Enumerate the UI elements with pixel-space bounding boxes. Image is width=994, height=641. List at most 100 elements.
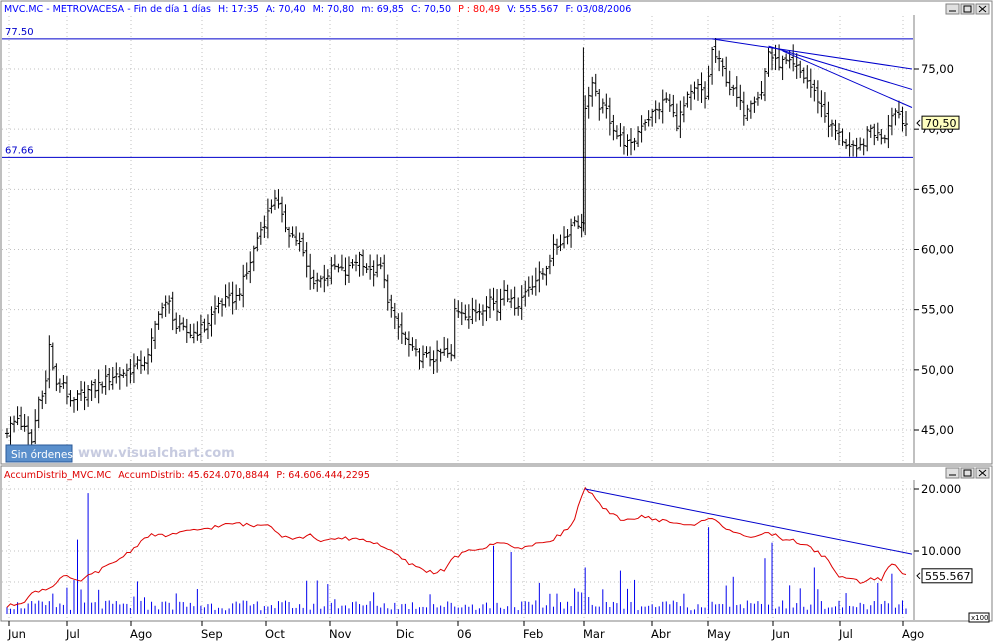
price-bar	[547, 254, 552, 275]
restore-button[interactable]	[960, 3, 975, 15]
indicator-name: AccumDistrib_MVC.MC	[4, 470, 112, 481]
price-bar	[600, 98, 605, 114]
price-bar	[731, 84, 736, 96]
header-h: H: 17:35	[218, 4, 259, 15]
x-tick-label: May	[707, 627, 731, 641]
x100-label: x100	[971, 614, 989, 622]
price-bar	[840, 128, 845, 146]
indicator-minimize-button[interactable]	[945, 467, 960, 479]
indicator-name2: AccumDistrib	[118, 470, 181, 481]
price-bar	[643, 119, 648, 131]
price-trendlines	[712, 38, 913, 108]
price-bar	[770, 47, 775, 71]
price-bar	[237, 288, 242, 301]
price-bar	[371, 260, 376, 287]
price-bar	[470, 297, 475, 325]
price-bar	[163, 295, 168, 317]
price-window-buttons	[945, 3, 990, 15]
price-bar	[604, 93, 609, 119]
price-bar	[248, 251, 253, 284]
header-m-upper: M: 70,80	[313, 4, 355, 15]
header-c: C: 70,50	[411, 4, 451, 15]
price-bar	[509, 289, 514, 309]
price-bar	[523, 280, 528, 307]
x-tick-label: Jul	[838, 627, 853, 641]
price-bar	[713, 37, 718, 63]
price-bar	[361, 249, 366, 276]
sin-ordenes-button[interactable]: Sin órdenes	[5, 444, 73, 463]
price-tick-label: 65,00	[921, 182, 954, 196]
price-bar	[396, 313, 401, 340]
price-bar	[435, 340, 440, 373]
price-bar	[417, 348, 422, 370]
price-tick-label: 60,00	[921, 243, 954, 257]
price-bar	[791, 44, 796, 72]
restore-icon	[963, 5, 972, 13]
price-bar	[833, 119, 838, 141]
price-bar	[819, 90, 824, 118]
x-tick-label: Jun	[7, 627, 26, 641]
x-tick-label: Sep	[201, 627, 223, 641]
price-bar	[904, 111, 908, 137]
price-bar	[43, 370, 48, 404]
x-tick-label: Ago	[130, 627, 152, 641]
indicator-close-button[interactable]	[975, 467, 990, 479]
price-bar	[889, 107, 894, 136]
price-bar	[516, 297, 521, 316]
price-bar	[368, 254, 373, 280]
price-bar	[50, 342, 55, 371]
price-bar	[688, 84, 693, 111]
price-bar	[241, 264, 246, 308]
price-bar	[653, 100, 658, 124]
price-bar	[798, 60, 803, 79]
price-bar	[283, 204, 288, 233]
price-bar	[875, 122, 880, 141]
price-bar	[107, 367, 112, 391]
price-bar	[745, 104, 750, 121]
minimize-button[interactable]	[945, 3, 960, 15]
price-bar	[265, 198, 270, 239]
indicator-window-buttons	[945, 467, 990, 479]
price-bar	[519, 285, 524, 320]
price-bar	[681, 96, 686, 123]
price-bar	[720, 58, 725, 77]
price-bar	[399, 312, 404, 344]
price-bar	[255, 232, 260, 252]
header-period: Fin de día 1 días	[134, 4, 211, 15]
price-bar	[780, 55, 785, 81]
price-bar	[149, 328, 154, 363]
x-tick-label: Jul	[65, 627, 80, 641]
price-bar	[103, 365, 108, 395]
price-bar	[505, 284, 510, 303]
indicator-value: 45.624.070,8844	[188, 470, 270, 481]
last-price-arrow-icon	[916, 119, 921, 127]
price-bar	[290, 226, 295, 238]
price-bar	[15, 406, 20, 426]
price-bar	[685, 91, 690, 108]
price-bar	[131, 353, 136, 384]
price-bar	[703, 81, 708, 109]
price-bar	[784, 53, 789, 65]
last-indicator-label: 555.567	[916, 568, 973, 584]
price-bar	[47, 335, 52, 389]
last-indicator-arrow-icon	[916, 572, 921, 580]
sin-ordenes-label: Sin órdenes	[11, 449, 73, 461]
price-bars	[5, 37, 908, 450]
x-axis: Jun Jul Ago Sep Oct Nov Dic 06 Feb Mar Abr May Jun Ju…	[7, 621, 924, 641]
price-bar	[121, 369, 126, 378]
header-v: V: 555.567	[507, 4, 558, 15]
price-bar	[829, 119, 834, 137]
chart-header: MVC.MC - METROVACESA - Fin de día 1 días…	[4, 4, 631, 15]
price-bar	[230, 281, 235, 315]
indicator-restore-button[interactable]	[960, 467, 975, 479]
price-bar	[272, 189, 277, 210]
price-bar	[174, 312, 179, 334]
price-bar	[251, 245, 256, 272]
price-bar	[896, 100, 901, 119]
price-bar	[269, 199, 274, 214]
last-price-box	[921, 115, 960, 130]
price-bar	[244, 262, 249, 280]
price-bar	[403, 331, 408, 346]
close-button[interactable]	[975, 3, 990, 15]
price-bar	[787, 50, 792, 69]
